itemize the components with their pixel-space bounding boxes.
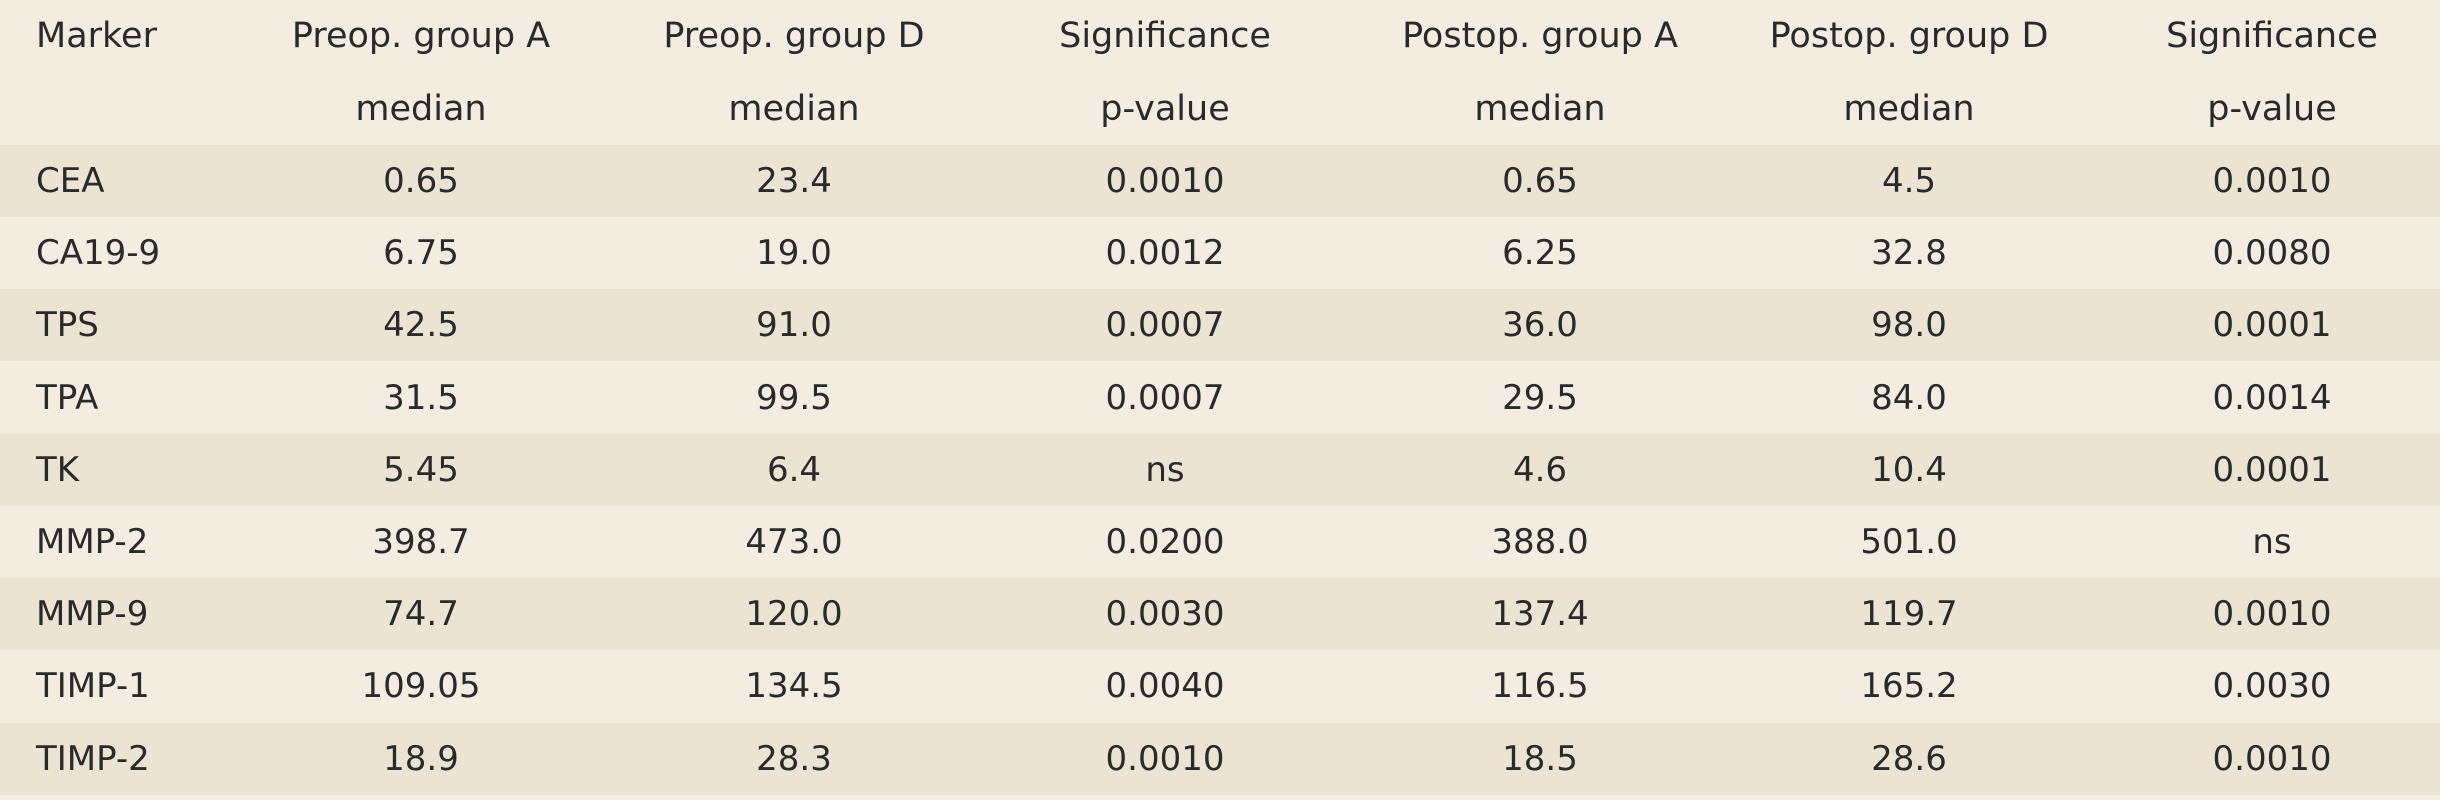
value-cell: 18.5 xyxy=(1502,738,1578,779)
value-cell: 0.0010 xyxy=(2212,594,2332,635)
table-row: CEA 0.65 23.4 0.0010 0.65 4.5 0.0010 xyxy=(0,145,2440,217)
value-cell: 0.0012 xyxy=(1105,233,1225,274)
value-cell: 0.0010 xyxy=(2212,738,2332,779)
header-postop-d-sub: median xyxy=(1843,89,1975,129)
header-postop-d: Postop. group D xyxy=(1769,16,2049,56)
marker-name-cell: TIMP-2 xyxy=(36,738,150,779)
value-cell: 0.0001 xyxy=(2212,305,2332,346)
header-significance-postop: Significance xyxy=(2166,16,2378,56)
value-cell: 116.5 xyxy=(1491,666,1589,707)
value-cell: 120.0 xyxy=(745,594,843,635)
value-cell: 36.0 xyxy=(1502,305,1578,346)
marker-name-cell: MMP-9 xyxy=(36,594,149,635)
header-preop-a: Preop. group A xyxy=(291,16,551,56)
value-cell: 0.0001 xyxy=(2212,449,2332,490)
header-preop-d-sub: median xyxy=(728,89,860,129)
value-cell: 0.0010 xyxy=(2212,161,2332,201)
value-cell: 6.4 xyxy=(766,449,822,490)
value-cell: 32.8 xyxy=(1871,233,1947,274)
value-cell: 119.7 xyxy=(1860,594,1958,635)
header-preop-d: Preop. group D xyxy=(663,16,925,56)
value-cell: 23.4 xyxy=(756,161,832,201)
value-cell: 0.0030 xyxy=(1105,594,1225,635)
header-postop-a-sub: median xyxy=(1474,89,1606,129)
value-cell: 29.5 xyxy=(1502,377,1578,418)
value-cell: 98.0 xyxy=(1871,305,1947,346)
table-row: TIMP-1 109.05 134.5 0.0040 116.5 165.2 0.0030 xyxy=(0,650,2440,723)
table-row: TIMP-2 18.9 28.3 0.0010 18.5 28.6 0.0010 xyxy=(0,722,2440,795)
marker-name-cell: TPA xyxy=(36,377,99,418)
table-row: TPS 42.5 91.0 0.0007 36.0 98.0 0.0001 xyxy=(0,289,2440,362)
value-cell: 0.0030 xyxy=(2212,666,2332,707)
value-cell: 4.6 xyxy=(1512,449,1568,490)
value-cell: 31.5 xyxy=(383,377,459,418)
header-preop-a-sub: median xyxy=(355,89,487,129)
table-row: MMP-2 398.7 473.0 0.0200 388.0 501.0 ns xyxy=(0,506,2440,578)
value-cell: 0.0080 xyxy=(2212,233,2332,274)
value-cell: 134.5 xyxy=(745,666,843,707)
header-significance-preop-sub: p-value xyxy=(1100,89,1230,129)
marker-name-cell: TIMP-1 xyxy=(36,666,150,707)
table-header: Marker Preop. group A Preop. group D Sig… xyxy=(0,0,2440,145)
value-cell: 0.0010 xyxy=(1105,161,1225,201)
marker-name-cell: CEA xyxy=(36,161,105,201)
value-cell: 4.5 xyxy=(1881,161,1937,201)
value-cell: 42.5 xyxy=(383,305,459,346)
table-row: TPA 31.5 99.5 0.0007 29.5 84.0 0.0014 xyxy=(0,361,2440,434)
value-cell: 109.05 xyxy=(361,666,481,707)
value-cell: 0.0200 xyxy=(1105,522,1225,562)
value-cell: 398.7 xyxy=(372,522,470,562)
value-cell: 10.4 xyxy=(1871,449,1947,490)
value-cell: 5.45 xyxy=(383,449,459,490)
value-cell: 6.25 xyxy=(1502,233,1578,274)
header-significance-postop-sub: p-value xyxy=(2207,89,2337,129)
value-cell: 0.0007 xyxy=(1105,305,1225,346)
value-cell: 74.7 xyxy=(383,594,459,635)
value-cell: 0.0014 xyxy=(2212,377,2332,418)
marker-name-cell: MMP-2 xyxy=(36,522,149,562)
value-cell: ns xyxy=(1145,449,1185,490)
value-cell: 165.2 xyxy=(1860,666,1958,707)
marker-name-cell: TK xyxy=(36,449,80,490)
header-marker: Marker xyxy=(36,16,157,56)
value-cell: 18.9 xyxy=(383,738,459,779)
table-row: CA19-9 6.75 19.0 0.0012 6.25 32.8 0.0080 xyxy=(0,217,2440,290)
table-row: TK 5.45 6.4 ns 4.6 10.4 0.0001 xyxy=(0,433,2440,506)
value-cell: 0.0007 xyxy=(1105,377,1225,418)
value-cell: 473.0 xyxy=(745,522,843,562)
value-cell: 388.0 xyxy=(1491,522,1589,562)
header-postop-a: Postop. group A xyxy=(1402,16,1678,56)
table-row: MMP-9 74.7 120.0 0.0030 137.4 119.7 0.0010 xyxy=(0,578,2440,651)
value-cell: 84.0 xyxy=(1871,377,1947,418)
value-cell: ns xyxy=(2252,522,2292,562)
marker-name-cell: CA19-9 xyxy=(36,233,161,274)
value-cell: 99.5 xyxy=(756,377,832,418)
value-cell: 6.75 xyxy=(383,233,459,274)
value-cell: 28.6 xyxy=(1871,738,1947,779)
header-significance-preop: Significance xyxy=(1059,16,1271,56)
value-cell: 0.65 xyxy=(383,161,459,201)
value-cell: 0.0040 xyxy=(1105,666,1225,707)
value-cell: 501.0 xyxy=(1860,522,1958,562)
value-cell: 28.3 xyxy=(756,738,832,779)
value-cell: 19.0 xyxy=(756,233,832,274)
value-cell: 0.65 xyxy=(1502,161,1578,201)
value-cell: 137.4 xyxy=(1491,594,1589,635)
value-cell: 91.0 xyxy=(756,305,832,346)
marker-name-cell: TPS xyxy=(36,305,99,346)
value-cell: 0.0010 xyxy=(1105,738,1225,779)
